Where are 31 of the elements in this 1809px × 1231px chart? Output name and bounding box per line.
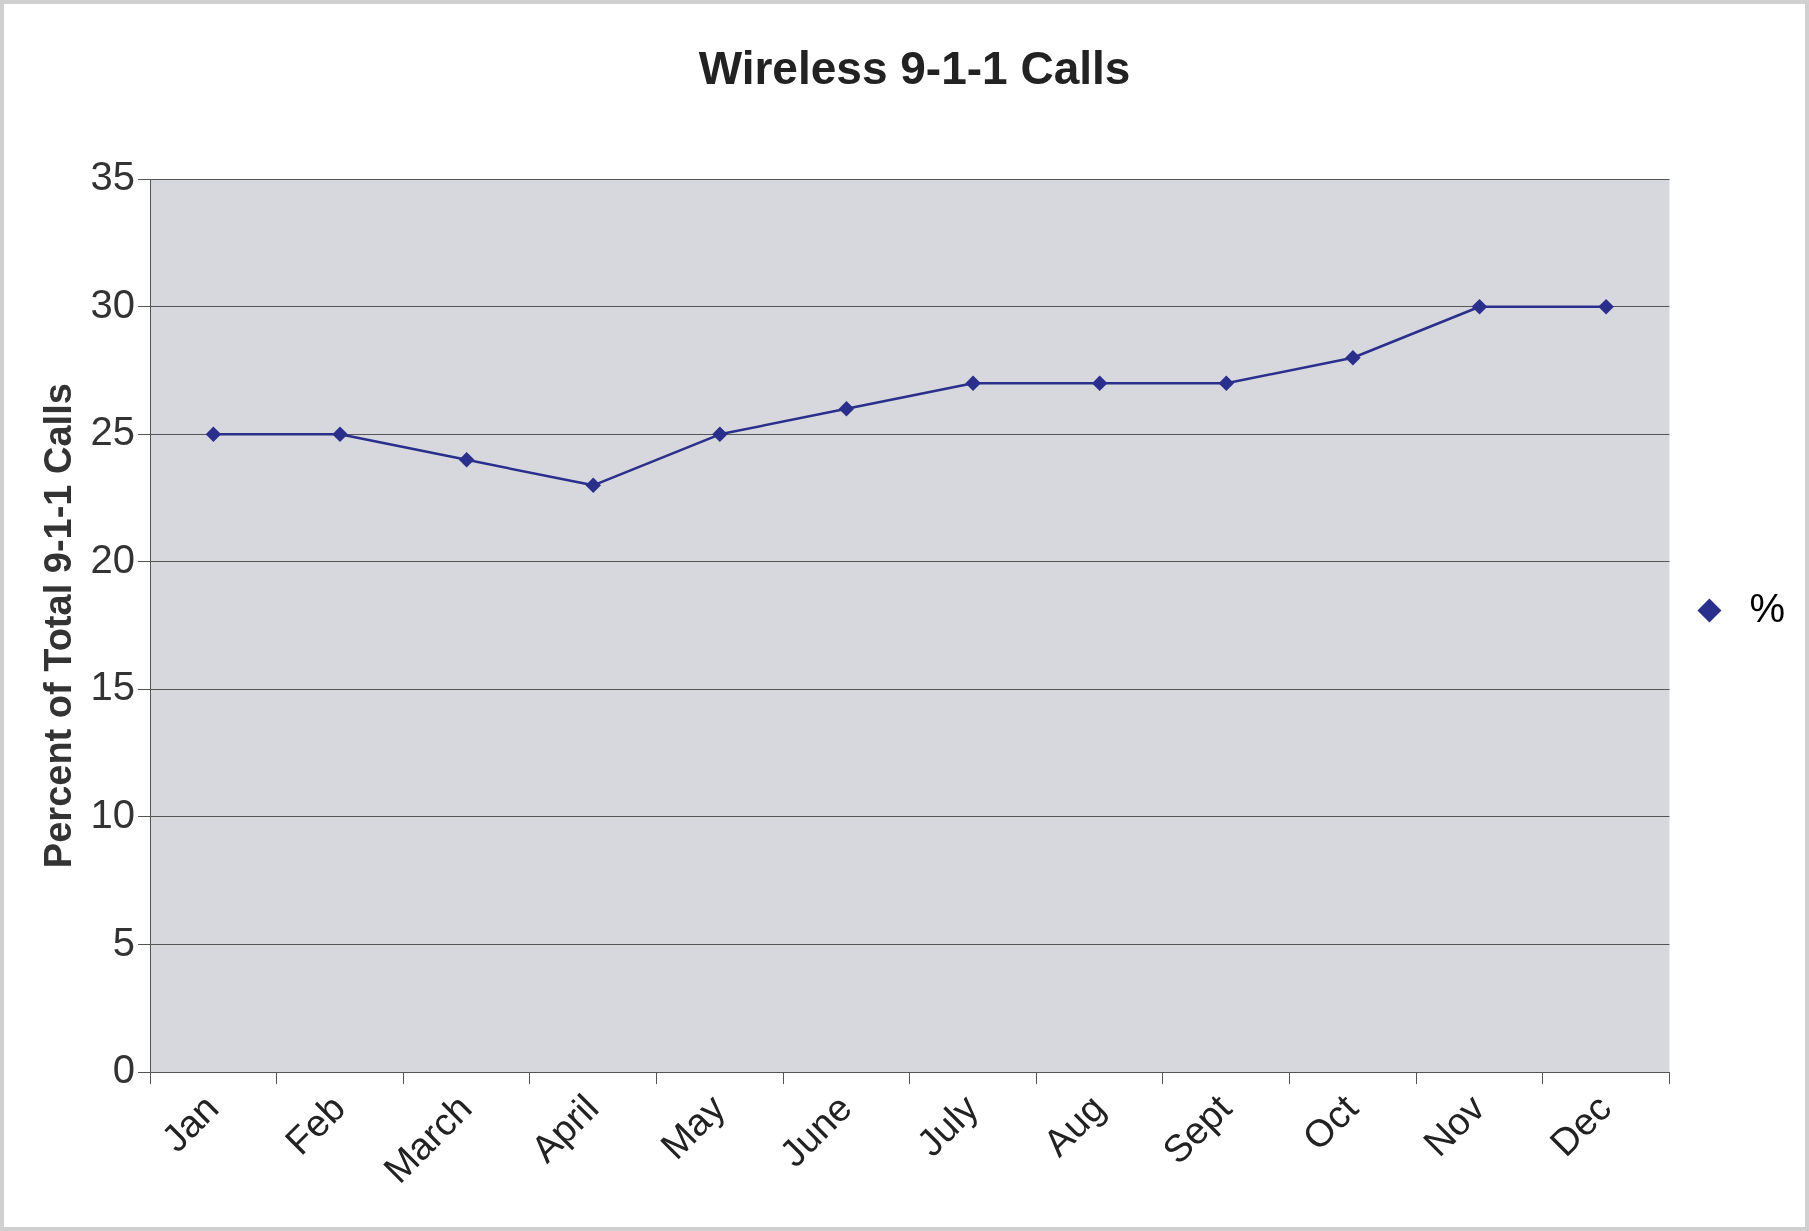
point: [965, 376, 981, 391]
point: [1345, 350, 1361, 366]
y-tick-label: 30: [90, 281, 136, 326]
y-tick-label: 0: [112, 1047, 136, 1092]
y-axis-title: Percent of Total 9-1-1 Calls: [37, 383, 80, 869]
y-tick-label: 5: [112, 919, 136, 964]
legend-label: %: [1749, 585, 1786, 630]
y-tick-label: 35: [90, 154, 136, 199]
point: [1472, 299, 1487, 315]
x-tick-label: Jan: [153, 1086, 227, 1160]
point: [1219, 376, 1234, 391]
x-tick-label: Nov: [1415, 1086, 1493, 1165]
point: [585, 478, 601, 493]
x-tick-label: Aug: [1035, 1086, 1113, 1165]
x-tick-label: Dec: [1541, 1086, 1620, 1165]
y-tick-label: 10: [90, 792, 136, 837]
point: [1598, 299, 1614, 315]
point: [839, 401, 854, 417]
chart-title: Wireless 9-1-1 Calls: [698, 42, 1131, 95]
point: [1092, 376, 1107, 391]
y-tick-label: 20: [90, 536, 136, 581]
y-tick-label: 25: [90, 409, 136, 454]
x-tick-label: Feb: [277, 1086, 354, 1163]
point: [459, 452, 474, 468]
x-tick-label: Oct: [1294, 1086, 1367, 1159]
point: [332, 427, 348, 442]
point: [712, 427, 728, 442]
point: [206, 427, 221, 442]
x-tick-label: May: [652, 1086, 733, 1168]
y-tick-label: 15: [90, 664, 136, 709]
x-tick-label: July: [908, 1086, 987, 1165]
